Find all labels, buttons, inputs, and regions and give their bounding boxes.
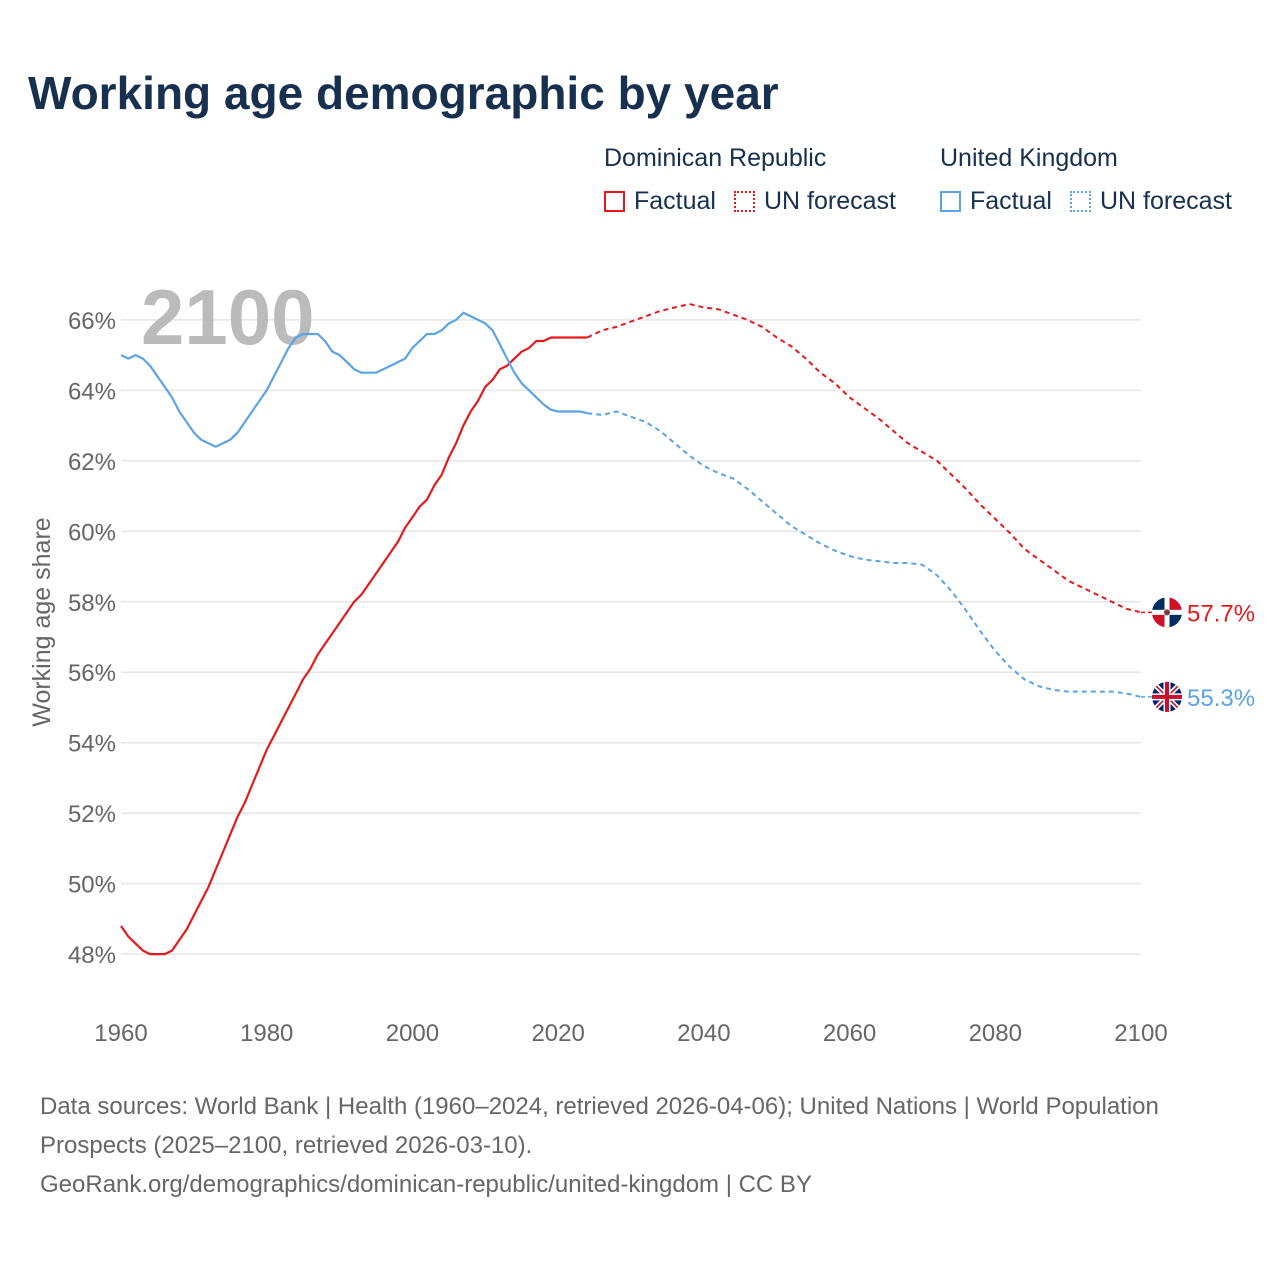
legend-swatch-dotted-icon [1069, 191, 1091, 212]
x-tick-label: 2040 [677, 1020, 730, 1047]
y-tick-label: 54% [68, 731, 116, 758]
flag-quadrant [1152, 612, 1167, 628]
y-tick-label: 64% [68, 378, 116, 405]
x-tick-label: 1960 [94, 1020, 147, 1047]
legend-label: UN forecast [1099, 187, 1232, 215]
series-line-united-kingdom-forecast [587, 410, 1142, 698]
series-line-dominican-republic-forecast [586, 302, 1142, 614]
year-watermark: 2100 [141, 273, 315, 361]
x-tick-label: 2020 [531, 1020, 584, 1047]
flag-emblem [1164, 609, 1170, 616]
legend-item-dr-factual[interactable]: Factual [604, 187, 716, 216]
y-tick-label: 66% [68, 308, 116, 335]
flag-quadrant [1152, 597, 1167, 613]
y-tick-label: 56% [68, 660, 116, 687]
footer-source: Data sources: World Bank | Health (1960–… [40, 1087, 1190, 1204]
legend-group-united-kingdom: United Kingdom Factual UN forecast [940, 144, 1250, 216]
y-tick-label: 52% [68, 801, 116, 828]
y-tick-label: 60% [68, 519, 116, 546]
end-value-label: 57.7% [1187, 600, 1255, 627]
legend-swatch-solid-icon [940, 191, 961, 212]
series-line-united-kingdom-factual [120, 311, 588, 448]
y-axis-label: Working age share [28, 517, 56, 726]
y-tick-label: 58% [68, 590, 116, 617]
y-tick-label: 50% [68, 872, 116, 899]
x-tick-label: 2000 [386, 1020, 439, 1047]
legend-swatch-solid-icon [604, 191, 625, 212]
footer-sources: Data sources: World Bank | Health (1960–… [40, 1093, 1159, 1159]
x-tick-label: 2060 [823, 1020, 876, 1047]
flag-quadrant [1167, 597, 1182, 613]
line-chart: 48% 50% 52% 54% 56% 58% 60% 62% 64% 66% 1960 1980 20… [28, 273, 1255, 1047]
legend-item-dr-forecast[interactable]: UN forecast [733, 187, 896, 216]
legend-item-uk-forecast[interactable]: UN forecast [1069, 187, 1232, 216]
legend-group-title: Dominican Republic [604, 144, 827, 172]
legend-swatch-dotted-icon [733, 191, 755, 212]
legend-group-title: United Kingdom [940, 144, 1118, 172]
flag-quadrant [1167, 612, 1182, 628]
y-tick-label: 62% [68, 449, 116, 476]
legend-label: Factual [970, 187, 1052, 215]
x-tick-label: 2100 [1114, 1020, 1167, 1047]
x-tick-label: 2080 [969, 1020, 1022, 1047]
y-tick-label: 48% [68, 942, 116, 969]
flag-cross-red [1165, 681, 1169, 712]
x-tick-label: 1980 [240, 1020, 293, 1047]
legend-label: Factual [634, 187, 716, 215]
end-value-label: 55.3% [1187, 685, 1255, 712]
footer-attribution: GeoRank.org/demographics/dominican-repub… [40, 1171, 812, 1198]
chart-title: Working age demographic by year [28, 67, 779, 119]
legend-group-dominican-republic: Dominican Republic Factual UN forecast [604, 144, 914, 216]
legend-item-uk-factual[interactable]: Factual [940, 187, 1052, 216]
legend-label: UN forecast [763, 187, 896, 215]
